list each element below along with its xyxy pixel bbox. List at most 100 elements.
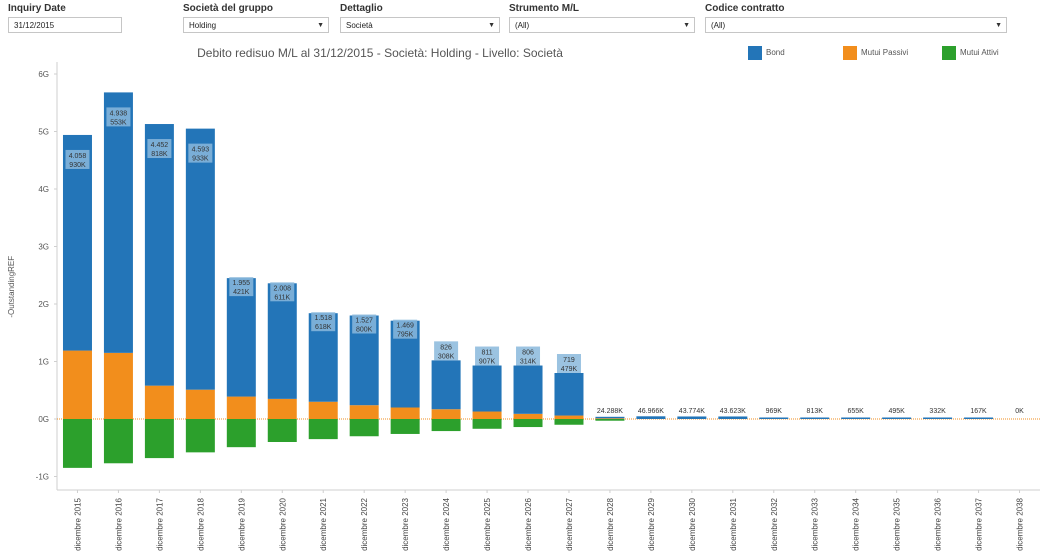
x-tick-label: dicembre 2018 (196, 497, 205, 550)
bar-bond (800, 417, 830, 419)
data-label: 1.469 (396, 323, 414, 330)
filter-dropdown[interactable]: Società ▼ (340, 17, 500, 33)
data-label: 907K (479, 359, 496, 366)
x-tick-label: dicembre 2024 (442, 497, 451, 550)
x-tick-label: dicembre 2015 (73, 497, 82, 550)
filter-label: Strumento M/L (509, 3, 579, 14)
bar-mutui-attivi (267, 419, 297, 442)
bar-mutui-passivi (308, 401, 338, 419)
data-label: 553K (110, 119, 127, 126)
x-tick-label: dicembre 2023 (401, 497, 410, 550)
data-label-bg (393, 319, 418, 339)
legend-label: Mutui Passivi (861, 48, 909, 57)
bar-mutui-passivi (226, 396, 256, 419)
data-label-bg (147, 139, 172, 159)
data-label: 795K (397, 332, 414, 339)
bar-mutui-passivi (62, 350, 92, 419)
x-tick-label: dicembre 2031 (729, 497, 738, 550)
chevron-down-icon[interactable]: ▼ (317, 22, 324, 29)
data-label: 46.966K (638, 408, 664, 415)
bar-mutui-attivi (513, 419, 543, 428)
data-label: 800K (356, 327, 373, 334)
data-label-bg (475, 346, 500, 366)
x-tick-label: dicembre 2033 (811, 497, 820, 550)
bar-bond (882, 417, 912, 419)
data-label: 1.955 (233, 280, 251, 287)
legend-swatch (843, 46, 857, 60)
x-tick-label: dicembre 2021 (319, 497, 328, 550)
x-tick-label: dicembre 2034 (852, 497, 861, 550)
y-tick-label: -1G (36, 473, 49, 482)
chevron-down-icon[interactable]: ▼ (995, 22, 1002, 29)
bar-mutui-attivi (349, 419, 379, 437)
y-tick-label: 3G (38, 243, 49, 252)
x-tick-label: dicembre 2032 (770, 497, 779, 550)
data-label: 43.623K (720, 408, 746, 415)
x-tick-label: dicembre 2036 (934, 497, 943, 550)
data-label: 1.527 (355, 318, 373, 325)
filter-value: (All) (515, 21, 530, 30)
filter-label: Codice contratto (705, 3, 785, 14)
chevron-down-icon[interactable]: ▼ (488, 22, 495, 29)
data-label: 655K (848, 408, 865, 415)
bar-bond (636, 416, 666, 419)
filter-label: Società del gruppo (183, 3, 274, 14)
filter-label: Dettaglio (340, 3, 383, 14)
data-label-bg (311, 312, 336, 332)
bar-bond (513, 365, 543, 414)
data-label-bg (434, 341, 459, 361)
legend-label: Mutui Attivi (960, 48, 999, 57)
y-tick-label: 5G (38, 128, 49, 137)
bar-mutui-attivi (103, 419, 133, 464)
bar-bond (472, 365, 502, 412)
y-tick-label: 1G (38, 358, 49, 367)
y-tick-label: 0G (38, 415, 49, 424)
chart-title: Debito redisuo M/L al 31/12/2015 - Socie… (197, 46, 563, 60)
data-label: 4.593 (192, 147, 210, 154)
filter-value: Società (346, 21, 373, 30)
bar-bond (718, 416, 748, 419)
bar-bond (431, 360, 461, 410)
bar-mutui-passivi (185, 389, 215, 419)
y-tick-label: 4G (38, 185, 49, 194)
data-label-bg (229, 277, 254, 297)
date-input[interactable]: 31/12/2015 (8, 17, 122, 33)
bar-bond (185, 128, 215, 390)
data-label: 806 (522, 350, 534, 357)
bar-mutui-passivi (431, 409, 461, 419)
data-label: 611K (274, 294, 290, 301)
data-label: 332K (929, 408, 946, 415)
bar-mutui-passivi (595, 418, 625, 419)
data-label: 0K (1015, 408, 1024, 415)
legend-swatch (748, 46, 762, 60)
x-tick-label: dicembre 2030 (688, 497, 697, 550)
bar-bond (103, 92, 133, 353)
bar-mutui-attivi (308, 419, 338, 440)
data-label: 308K (438, 353, 455, 360)
chevron-down-icon[interactable]: ▼ (683, 22, 690, 29)
data-label: 811 (481, 350, 492, 357)
bar-bond (595, 416, 625, 419)
legend-label: Bond (766, 48, 785, 57)
data-label: 43.774K (679, 408, 705, 415)
x-tick-label: dicembre 2037 (975, 497, 984, 550)
filter-dropdown[interactable]: Holding ▼ (183, 17, 329, 33)
data-label-bg (556, 354, 581, 373)
x-tick-label: dicembre 2022 (360, 497, 369, 550)
data-label: 314K (520, 359, 537, 366)
x-tick-label: dicembre 2019 (237, 497, 246, 550)
bar-mutui-attivi (226, 419, 256, 448)
filter-dropdown[interactable]: (All) ▼ (705, 17, 1007, 33)
y-tick-label: 6G (38, 70, 49, 79)
data-label-bg (106, 107, 131, 127)
data-label-bg (65, 149, 90, 169)
bar-mutui-attivi (62, 419, 92, 468)
filter-value: Holding (189, 21, 217, 30)
x-tick-label: dicembre 2026 (524, 497, 533, 550)
filter-dropdown[interactable]: (All) ▼ (509, 17, 695, 33)
filter-value: (All) (711, 21, 726, 30)
bar-mutui-attivi (472, 419, 502, 429)
data-label-bg (270, 282, 295, 302)
data-label: 495K (888, 408, 905, 415)
